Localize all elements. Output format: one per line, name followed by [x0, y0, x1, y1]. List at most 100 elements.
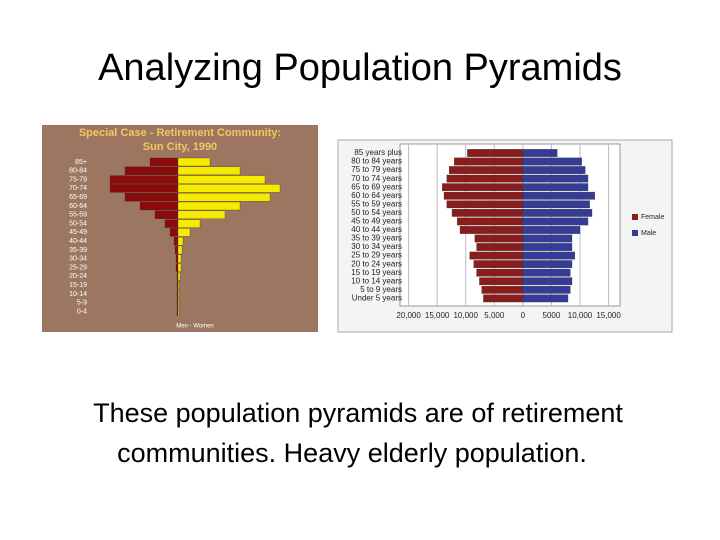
category-label: 10 to 14 years [351, 276, 402, 285]
category-label: 75-79 [69, 176, 87, 183]
bar [169, 228, 179, 237]
bar [522, 157, 582, 166]
bar [175, 254, 179, 263]
category-label: 65-69 [69, 194, 87, 201]
bar [177, 289, 180, 299]
bar [442, 183, 524, 192]
bar [177, 210, 226, 219]
category-label: 60 to 64 years [351, 191, 402, 200]
category-label: 0-4 [77, 308, 87, 315]
bar [177, 307, 180, 316]
x-tick-label: 5,000 [484, 311, 505, 320]
bar [154, 210, 179, 219]
bar [177, 228, 191, 237]
bar [177, 272, 181, 281]
x-tick-label: 5000 [543, 311, 561, 320]
bar [124, 166, 179, 175]
bar [177, 219, 201, 228]
category-label: 45-49 [69, 229, 87, 236]
category-label: 30-34 [69, 256, 87, 263]
bar [177, 157, 211, 167]
bar [139, 201, 179, 211]
category-label: 55-59 [69, 212, 87, 219]
bar [522, 260, 573, 269]
bar [456, 217, 524, 226]
x-tick-label: 10,000 [453, 311, 478, 320]
bar [446, 200, 524, 209]
bar [109, 184, 179, 193]
bar [177, 263, 182, 272]
bar [522, 294, 569, 303]
category-label: 5-9 [77, 300, 87, 307]
bar [177, 237, 184, 246]
bar [476, 243, 524, 251]
bar [451, 208, 524, 217]
bar [177, 184, 281, 193]
bar [467, 149, 524, 157]
category-label: 70 to 74 years [351, 174, 402, 183]
bar [177, 254, 182, 263]
bar [522, 208, 593, 217]
category-label: 10-14 [69, 291, 87, 298]
bar [522, 226, 581, 234]
bar [174, 245, 179, 255]
bar [474, 234, 524, 243]
bar [522, 243, 573, 251]
bar [164, 219, 179, 228]
bar [522, 285, 571, 294]
bar [522, 174, 589, 183]
category-label: Under 5 years [352, 293, 402, 302]
category-label: 40-44 [69, 238, 87, 245]
x-tick-label: 15,000 [425, 311, 450, 320]
bar [483, 294, 524, 303]
bar [473, 260, 524, 269]
category-label: 35 to 39 years [351, 234, 402, 243]
category-label: 45 to 49 years [351, 217, 402, 226]
category-label: 5 to 9 years [360, 285, 402, 294]
category-label: 80-84 [69, 168, 87, 175]
slide-title: Analyzing Population Pyramids [98, 47, 622, 89]
category-label: 15 to 19 years [351, 268, 402, 277]
category-label: 25 to 29 years [351, 251, 402, 260]
bar [175, 263, 179, 272]
bar [454, 157, 524, 166]
bar [446, 174, 524, 183]
bar [177, 298, 180, 307]
caption: communities. Heavy elderly population. [117, 438, 587, 468]
caption: These population pyramids are of retirem… [93, 398, 623, 428]
category-label: 40 to 44 years [351, 225, 402, 234]
bar [177, 166, 241, 175]
bar [109, 175, 179, 184]
bar [522, 183, 589, 192]
category-label: 55 to 59 years [351, 199, 402, 208]
bar [522, 191, 596, 200]
category-label: 20 to 24 years [351, 259, 402, 268]
bar [522, 234, 573, 243]
bar [469, 251, 524, 260]
bar [177, 281, 180, 290]
category-label: 60-64 [69, 203, 87, 210]
bar [459, 226, 524, 234]
bar [177, 245, 183, 255]
category-label: 25-29 [69, 264, 87, 271]
bar [149, 157, 179, 167]
bar [522, 251, 576, 260]
legend-swatch [632, 230, 638, 236]
bar [522, 200, 590, 209]
category-label: 85+ [75, 159, 87, 166]
category-label: 85 years plus [354, 148, 402, 157]
x-axis-label: Men - Women [176, 324, 214, 330]
category-label: 35-39 [69, 247, 87, 254]
bar [177, 201, 241, 211]
category-label: 80 to 84 years [351, 157, 402, 166]
bar [124, 193, 179, 202]
x-tick-label: 0 [521, 311, 526, 320]
category-label: 30 to 34 years [351, 242, 402, 251]
bar [522, 268, 571, 277]
category-label: 70-74 [69, 185, 87, 192]
bar [476, 268, 524, 277]
chart-title: Sun City, 1990 [143, 141, 217, 153]
category-label: 50-54 [69, 220, 87, 227]
x-tick-label: 20,000 [396, 311, 421, 320]
